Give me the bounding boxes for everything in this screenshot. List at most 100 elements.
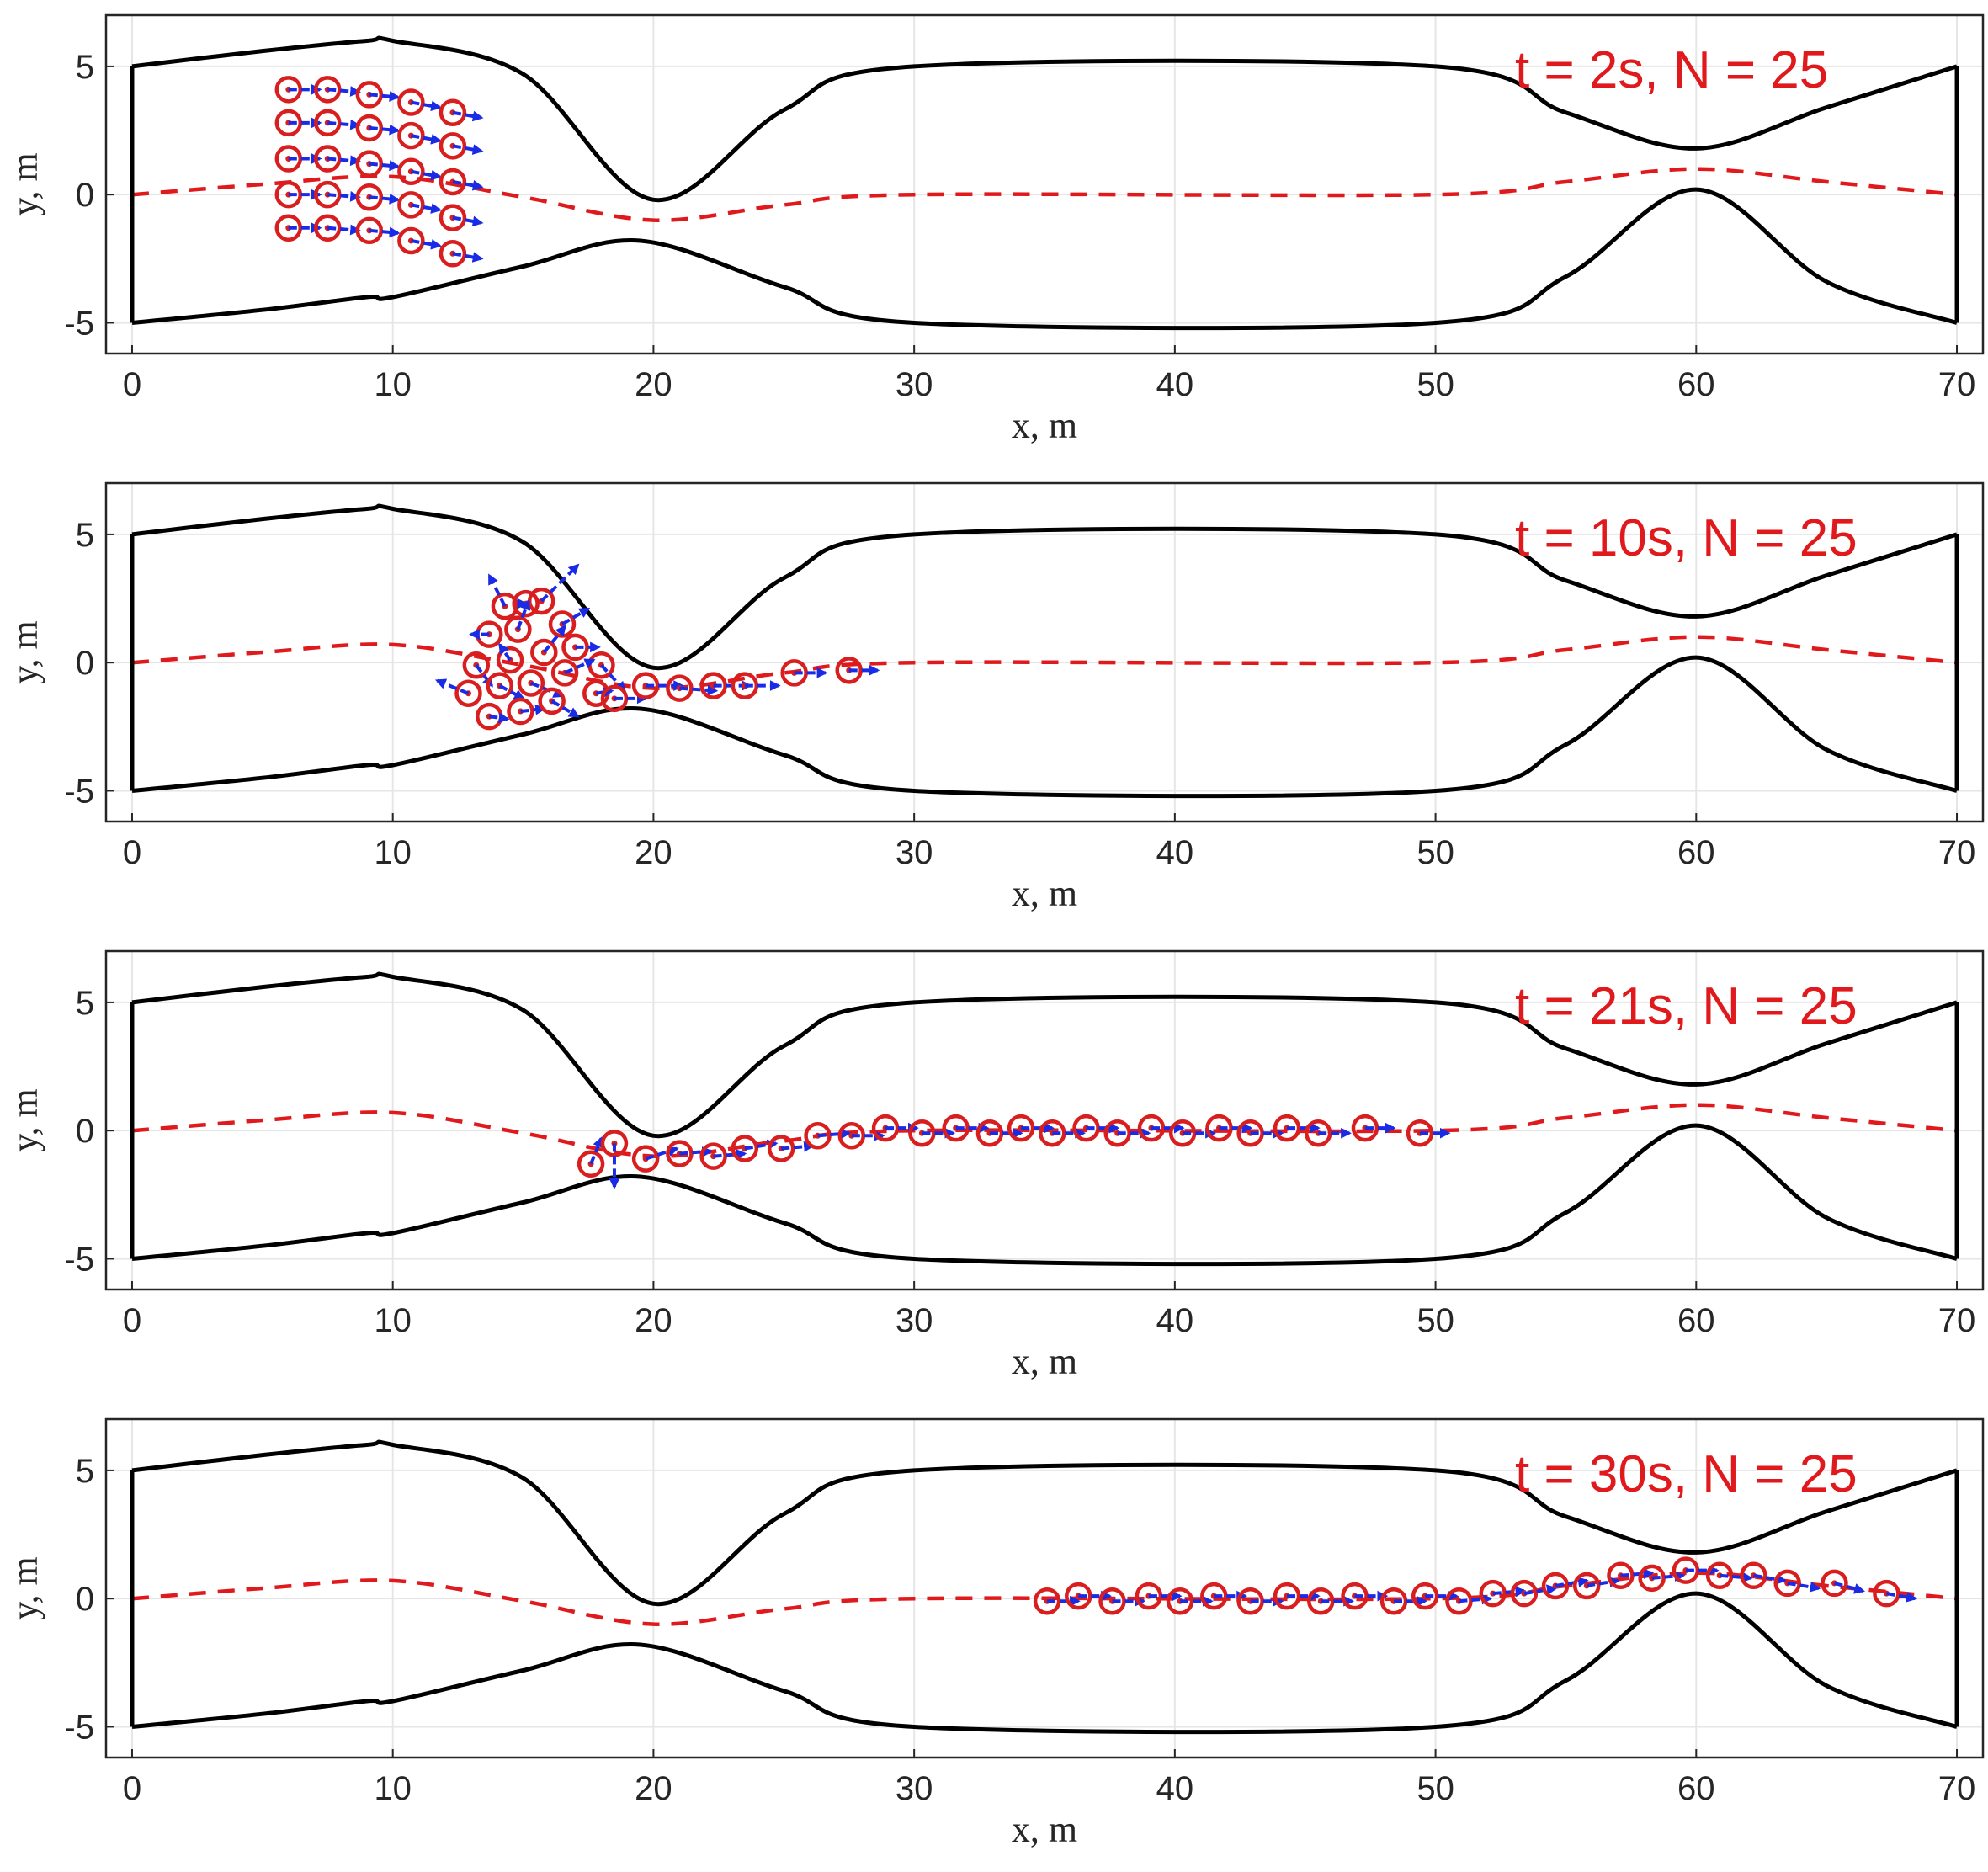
velocity-arrow: [1459, 1593, 1493, 1605]
y-tick-label: 0: [76, 177, 94, 214]
axes-frame: [104, 13, 1985, 355]
agent-marker: [439, 239, 467, 268]
agent-marker: [561, 633, 589, 662]
time-annotation: t = 21s, N = 25: [1515, 977, 1858, 1035]
velocity-arrow: [411, 203, 442, 214]
velocity-arrow: [452, 179, 484, 191]
velocity-arrow: [369, 91, 401, 102]
agent-marker: [1273, 1582, 1301, 1610]
reference-path: [131, 167, 1958, 222]
x-tick-label: 50: [1417, 1302, 1454, 1339]
agent-marker: [731, 1135, 759, 1162]
agent-marker: [767, 1135, 795, 1162]
y-tick-label: 5: [76, 517, 94, 554]
x-tick-label: 20: [635, 1770, 672, 1807]
lower-wall: [131, 1591, 1958, 1735]
reference-path: [131, 1571, 1958, 1626]
agent-marker: [600, 1130, 629, 1157]
agent-marker: [1039, 1119, 1066, 1147]
agent-marker: [666, 1140, 694, 1167]
time-annotation: t = 2s, N = 25: [1515, 41, 1828, 99]
agent-marker: [631, 672, 660, 699]
x-tick-label: 70: [1938, 1770, 1976, 1807]
velocity-arrow: [369, 124, 401, 136]
agent-marker: [1705, 1561, 1734, 1590]
x-tick-label: 70: [1938, 1302, 1976, 1339]
x-tick-label: 60: [1677, 366, 1715, 403]
agent-marker: [1607, 1561, 1635, 1590]
x-axis-label: x, m: [1012, 405, 1077, 446]
velocity-arrow: [1753, 1573, 1788, 1585]
agent-marker: [355, 114, 384, 142]
time-annotation: t = 10s, N = 25: [1515, 509, 1858, 567]
agent-marker: [439, 168, 467, 196]
agent-marker: [1137, 1114, 1166, 1142]
velocity-arrow: [411, 100, 442, 112]
agent-marker: [314, 214, 342, 242]
agent-marker: [397, 191, 425, 219]
agent-marker: [1351, 1114, 1379, 1142]
velocity-arrow: [1555, 1577, 1589, 1587]
agent-marker: [439, 98, 467, 126]
x-tick-label: 20: [635, 834, 672, 871]
agent-marker: [397, 226, 425, 255]
velocity-arrow: [1492, 1586, 1527, 1598]
agent-marker: [1033, 1587, 1061, 1615]
velocity-arrow: [516, 598, 531, 630]
y-tick-label: 0: [76, 1581, 94, 1618]
velocity-arrow: [411, 238, 442, 250]
agent-marker: [1072, 1114, 1100, 1142]
agent-marker: [908, 1119, 936, 1147]
agent-marker: [397, 157, 425, 186]
agent-marker: [1135, 1582, 1163, 1610]
x-tick-label: 60: [1677, 834, 1715, 871]
upper-wall: [131, 503, 1958, 671]
velocity-arrow: [1787, 1581, 1821, 1593]
velocity-arrow: [452, 144, 484, 155]
agent-marker: [1672, 1556, 1700, 1584]
agent-marker: [355, 183, 384, 211]
x-tick-label: 50: [1417, 366, 1454, 403]
agent-marker: [1411, 1582, 1439, 1610]
velocity-arrow: [498, 683, 525, 700]
y-tick-label: -5: [64, 1241, 94, 1278]
agent-marker: [835, 657, 863, 684]
x-tick-label: 20: [635, 1302, 672, 1339]
y-axis-label: y, m: [4, 1088, 45, 1151]
velocity-arrow: [369, 193, 401, 205]
agent-marker: [942, 1114, 970, 1142]
y-tick-label: 5: [76, 985, 94, 1022]
axes-frame: [104, 949, 1985, 1291]
y-tick-label: 5: [76, 49, 94, 86]
agent-marker: [1479, 1579, 1507, 1608]
x-tick-label: 70: [1938, 834, 1976, 871]
velocity-arrow: [327, 191, 361, 202]
x-tick-label: 10: [374, 1302, 412, 1339]
agent-marker: [1638, 1564, 1666, 1593]
x-tick-label: 10: [374, 366, 412, 403]
agent-marker: [1510, 1579, 1539, 1608]
y-tick-label: 0: [76, 645, 94, 682]
velocity-arrow: [564, 658, 596, 675]
velocity-arrow: [520, 704, 546, 715]
agent-marker: [274, 76, 303, 104]
agent-marker: [871, 1114, 900, 1142]
velocity-arrow: [679, 684, 719, 696]
velocity-arrow: [452, 110, 484, 122]
agent-marker: [314, 145, 342, 173]
velocity-arrow: [1833, 1581, 1866, 1594]
y-axis-label: y, m: [4, 152, 45, 215]
velocity-arrow: [542, 625, 566, 654]
velocity-arrow: [487, 573, 507, 608]
x-axis-label: x, m: [1012, 1809, 1077, 1850]
velocity-arrow: [498, 642, 512, 662]
agent-marker: [1307, 1587, 1335, 1615]
x-tick-label: 30: [896, 834, 933, 871]
agent-marker: [462, 651, 491, 679]
velocity-arrow: [327, 86, 361, 97]
agent-marker: [314, 180, 342, 209]
velocity-arrow: [540, 563, 580, 603]
y-tick-label: -5: [64, 773, 94, 810]
